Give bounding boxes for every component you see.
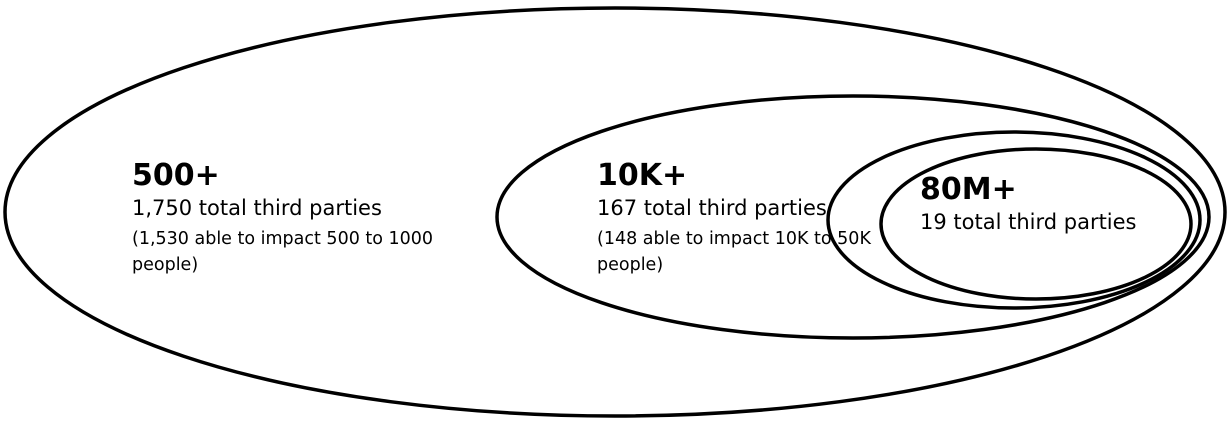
middle-inner-ring (826, 130, 1202, 310)
middle-ellipse (495, 94, 1211, 340)
outer-detail: (1,530 able to impact 500 to 1000 people… (132, 229, 434, 275)
middle-group-label: 10K+ 167 total third parties (148 able t… (597, 158, 897, 278)
middle-headline: 10K+ (597, 158, 688, 193)
outer-group-label: 500+ 1,750 total third parties (1,530 ab… (132, 158, 452, 278)
outer-total: 1,750 total third parties (132, 196, 382, 220)
outer-ellipse (3, 6, 1227, 418)
outer-headline: 500+ (132, 158, 220, 193)
inner-headline: 80M+ (920, 172, 1017, 207)
inner-ellipse (879, 147, 1193, 301)
middle-total: 167 total third parties (597, 196, 827, 220)
inner-group-label: 80M+ 19 total third parties (920, 172, 1180, 236)
middle-detail: (148 able to impact 10K to 50K people) (597, 229, 871, 275)
inner-total: 19 total third parties (920, 210, 1137, 234)
